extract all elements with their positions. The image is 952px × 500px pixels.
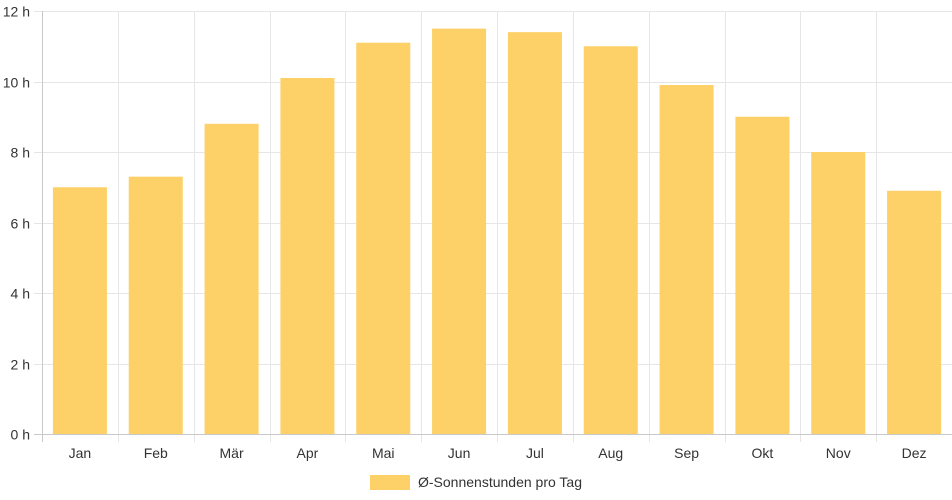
x-tick-label: Jul: [526, 445, 544, 461]
x-tick-labels: Jan Feb Mär Apr Mai Jun Jul Aug Sep Okt Nov Dez: [69, 445, 927, 461]
y-tick-label: 8 h: [11, 145, 30, 161]
bar-Dez[interactable]: [887, 190, 942, 434]
y-tick-labels: 0 h 2 h 4 h 6 h 8 h 10 h 12 h: [3, 4, 30, 443]
bar-Jul[interactable]: [507, 32, 562, 435]
x-tick-label: Jun: [448, 445, 471, 461]
x-tick-label: Mai: [372, 445, 395, 461]
y-tick-label: 6 h: [11, 216, 30, 232]
x-tick-label: Mär: [220, 445, 244, 461]
bar-Jun[interactable]: [432, 28, 487, 434]
bar-Aug[interactable]: [583, 46, 638, 434]
x-tick-label: Jan: [69, 445, 92, 461]
bars: [52, 28, 942, 435]
y-tick-label: 4 h: [11, 286, 30, 302]
bar-Sep[interactable]: [659, 85, 714, 435]
bar-Mai[interactable]: [356, 42, 411, 434]
x-tick-label: Nov: [826, 445, 851, 461]
y-tick-label: 10 h: [3, 75, 30, 91]
legend[interactable]: Ø-Sonnenstunden pro Tag: [370, 474, 582, 490]
bar-Jan[interactable]: [52, 187, 107, 434]
bar-Mär[interactable]: [204, 123, 259, 435]
x-tick-label: Aug: [598, 445, 623, 461]
legend-label[interactable]: Ø-Sonnenstunden pro Tag: [418, 474, 582, 490]
x-tick-label: Sep: [674, 445, 699, 461]
y-tick-label: 12 h: [3, 4, 30, 20]
bar-Nov[interactable]: [811, 152, 866, 434]
x-tick-label: Apr: [297, 445, 319, 461]
bar-Feb[interactable]: [128, 176, 183, 435]
grid-lines: [34, 11, 952, 442]
x-tick-label: Okt: [752, 445, 774, 461]
y-tick-label: 2 h: [11, 357, 30, 373]
x-tick-label: Feb: [144, 445, 168, 461]
legend-swatch[interactable]: [370, 475, 411, 490]
x-tick-label: Dez: [902, 445, 927, 461]
y-tick-label: 0 h: [11, 427, 30, 443]
bar-Apr[interactable]: [280, 77, 335, 434]
axes: [34, 11, 952, 442]
bar-Okt[interactable]: [735, 116, 790, 434]
